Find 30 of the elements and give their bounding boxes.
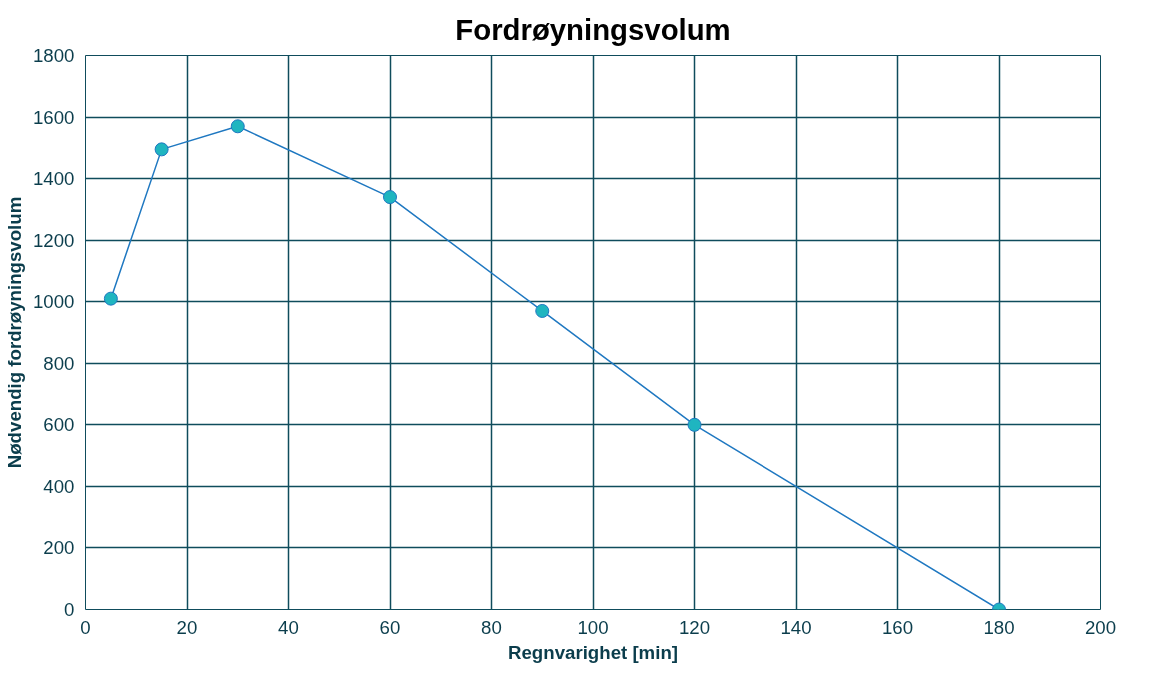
x-tick-label: 160 [881, 616, 914, 638]
point [103, 291, 118, 306]
x-tick-label: 0 [80, 616, 91, 638]
point [154, 142, 169, 157]
point [687, 417, 702, 432]
y-axis-title: Nødvendig fordrøyningsvolum [4, 196, 25, 469]
x-tick-label: 60 [379, 616, 401, 638]
x-axis-title: Regnvarighet [min] [508, 641, 678, 663]
x-tick-label: 120 [678, 616, 711, 638]
point [230, 119, 245, 134]
x-tick-label: 40 [278, 616, 299, 638]
y-tick-label: 400 [43, 475, 75, 497]
chart-title: Fordrøyningsvolum [455, 12, 731, 46]
y-tick-label: 800 [43, 352, 75, 374]
point [535, 303, 550, 318]
y-tick-label: 1800 [33, 45, 75, 66]
y-tick-label: 1200 [33, 229, 75, 251]
y-tick-label: 1600 [33, 106, 75, 128]
y-tick-label: 0 [64, 599, 75, 620]
x-tick-label: 100 [577, 616, 609, 638]
x-tick-label: 140 [780, 616, 812, 638]
y-tick-label: 1400 [33, 168, 75, 190]
x-tick-label: 20 [176, 616, 198, 638]
x-tick-label: 200 [1084, 616, 1117, 638]
y-tick-label: 1000 [33, 291, 75, 313]
x-tick-label: 180 [983, 616, 1015, 638]
x-tick-label: 80 [481, 616, 502, 638]
point [383, 190, 397, 205]
y-tick-label: 600 [43, 414, 75, 436]
y-tick-label: 200 [43, 537, 75, 559]
